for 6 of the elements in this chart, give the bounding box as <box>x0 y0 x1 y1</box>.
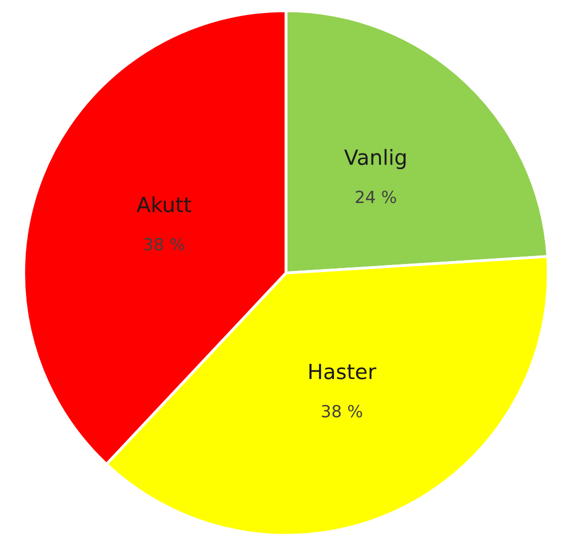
data-label: 38 % <box>322 404 362 418</box>
slice-label: Haster <box>309 364 376 380</box>
data-label: 38 % <box>144 238 184 251</box>
slice-label: Vanlig <box>344 148 406 170</box>
slice-label: Akutt <box>136 196 192 212</box>
data-label: 24 % <box>356 190 396 204</box>
